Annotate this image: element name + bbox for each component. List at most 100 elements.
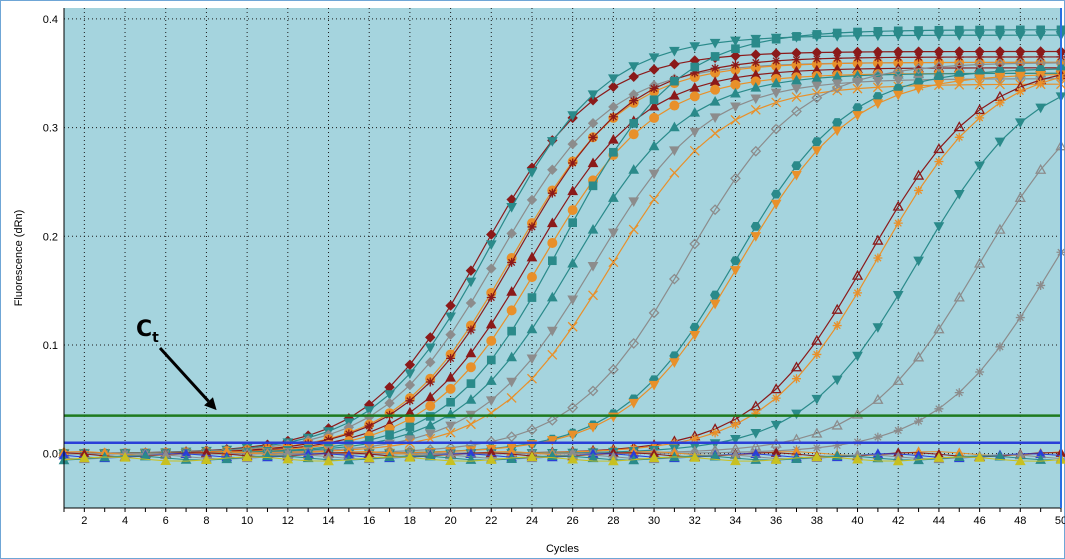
data-point — [567, 402, 579, 414]
data-point — [608, 192, 619, 202]
data-point — [750, 429, 762, 439]
data-point — [975, 113, 985, 123]
data-point — [791, 105, 802, 117]
data-point — [445, 383, 456, 394]
data-point — [709, 113, 721, 123]
data-point — [588, 181, 598, 191]
data-point — [78, 452, 90, 463]
x-tick-label: 8 — [203, 515, 209, 527]
data-point — [975, 52, 985, 62]
data-point — [608, 112, 618, 122]
y-tick-label: 0.0 — [43, 449, 58, 461]
data-point — [730, 172, 741, 184]
x-tick-label: 30 — [648, 515, 660, 527]
data-point — [689, 238, 701, 250]
data-point — [629, 119, 639, 128]
y-tick-labels: 0.0 0.1 0.2 0.3 0.4 — [43, 14, 58, 461]
data-point — [1014, 455, 1026, 466]
baseline-line — [63, 455, 1062, 461]
data-point — [710, 52, 720, 61]
data-point — [811, 146, 823, 156]
data-point — [709, 299, 721, 310]
axes — [63, 8, 1062, 512]
data-point — [730, 60, 740, 70]
data-point — [669, 59, 680, 70]
data-point — [1015, 52, 1025, 62]
data-point — [445, 455, 456, 466]
data-point — [690, 62, 700, 72]
data-point — [1036, 280, 1046, 290]
x-tick-labels: 2 4 6 8 10 12 14 16 18 20 22 24 26 28 30 32 34 36 38 40 42 44… — [81, 515, 1065, 527]
data-point — [669, 90, 680, 100]
data-point — [587, 452, 599, 463]
data-point — [526, 354, 538, 365]
data-point — [730, 455, 741, 466]
data-point — [568, 218, 577, 227]
data-point — [812, 54, 822, 64]
data-point — [852, 351, 863, 362]
data-point — [526, 424, 538, 436]
y-tick-label: 0.2 — [43, 231, 58, 243]
data-point — [425, 332, 436, 343]
data-point — [424, 450, 436, 461]
data-point — [995, 98, 1005, 108]
data-point — [791, 84, 802, 95]
data-point — [608, 81, 619, 93]
data-point — [648, 452, 660, 462]
data-point — [791, 161, 802, 170]
x-tick-label: 24 — [526, 515, 538, 527]
data-point — [424, 419, 436, 430]
threshold-lines — [64, 414, 1061, 445]
data-point — [832, 440, 842, 450]
data-point — [771, 56, 781, 66]
data-point — [913, 63, 924, 75]
data-point — [587, 385, 599, 397]
data-point — [648, 140, 660, 151]
data-point — [567, 111, 579, 121]
data-point — [994, 223, 1006, 234]
data-point — [975, 25, 984, 35]
data-point — [853, 27, 862, 37]
data-point — [710, 84, 721, 95]
data-point — [892, 374, 904, 386]
data-point — [912, 351, 925, 362]
data-point — [282, 453, 294, 464]
data-point — [994, 72, 1006, 83]
data-point — [648, 100, 660, 111]
data-point — [954, 25, 964, 35]
x-tick-label: 12 — [282, 515, 294, 527]
data-point — [628, 129, 639, 140]
ct-annotation: Ct — [136, 317, 217, 411]
data-point — [975, 367, 985, 377]
y-tick-label: 0.4 — [43, 14, 58, 26]
x-tick-label: 4 — [122, 515, 128, 527]
data-point — [811, 137, 822, 147]
data-point — [811, 92, 823, 104]
data-point — [506, 392, 517, 403]
data-point — [953, 190, 965, 200]
data-point — [669, 358, 680, 368]
data-point — [730, 266, 741, 276]
data-point — [527, 373, 537, 384]
data-point — [914, 26, 923, 35]
data-point — [1035, 103, 1047, 114]
data-point — [933, 79, 945, 90]
data-point — [363, 452, 375, 463]
data-point — [811, 81, 823, 92]
data-point — [811, 451, 823, 462]
data-point — [465, 277, 477, 288]
data-point — [851, 269, 864, 280]
data-point — [914, 416, 924, 426]
data-point — [811, 427, 823, 438]
data-point — [934, 25, 944, 35]
data-point — [506, 431, 518, 443]
ct-arrow-head — [204, 397, 217, 411]
data-point — [506, 377, 517, 388]
data-point — [405, 396, 415, 406]
data-point — [730, 114, 741, 125]
data-point — [425, 357, 436, 368]
data-point — [486, 263, 497, 274]
data-point — [771, 189, 782, 199]
data-point — [872, 92, 883, 101]
data-point — [527, 293, 537, 302]
